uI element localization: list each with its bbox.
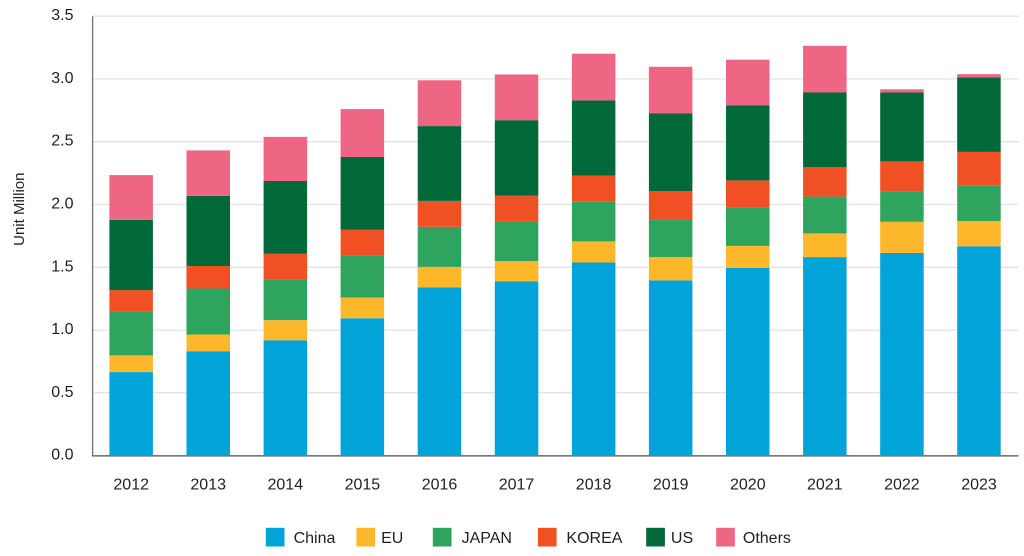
svg-text:3.0: 3.0 xyxy=(51,70,73,87)
svg-text:EU: EU xyxy=(381,530,403,547)
svg-text:2014: 2014 xyxy=(268,477,304,494)
svg-text:2019: 2019 xyxy=(653,477,689,494)
svg-text:2012: 2012 xyxy=(113,477,149,494)
svg-text:1.0: 1.0 xyxy=(51,321,73,338)
svg-text:0.5: 0.5 xyxy=(51,384,73,401)
svg-text:1.5: 1.5 xyxy=(51,258,73,275)
svg-text:2018: 2018 xyxy=(576,477,612,494)
svg-text:2017: 2017 xyxy=(499,477,535,494)
svg-text:JAPAN: JAPAN xyxy=(462,530,512,547)
svg-text:3.5: 3.5 xyxy=(51,7,73,24)
svg-text:US: US xyxy=(671,530,693,547)
svg-text:2013: 2013 xyxy=(190,477,226,494)
svg-text:2023: 2023 xyxy=(961,477,997,494)
svg-text:2016: 2016 xyxy=(422,477,458,494)
svg-text:KOREA: KOREA xyxy=(566,530,622,547)
svg-text:2.0: 2.0 xyxy=(51,196,73,213)
svg-text:2022: 2022 xyxy=(884,477,920,494)
svg-text:2.5: 2.5 xyxy=(51,133,73,150)
svg-text:2021: 2021 xyxy=(807,477,843,494)
svg-text:Others: Others xyxy=(743,530,791,547)
svg-text:China: China xyxy=(294,530,336,547)
svg-text:2015: 2015 xyxy=(345,477,381,494)
svg-text:2020: 2020 xyxy=(730,477,766,494)
svg-text:0.0: 0.0 xyxy=(51,447,73,464)
svg-text:Unit Million: Unit Million xyxy=(11,173,28,246)
